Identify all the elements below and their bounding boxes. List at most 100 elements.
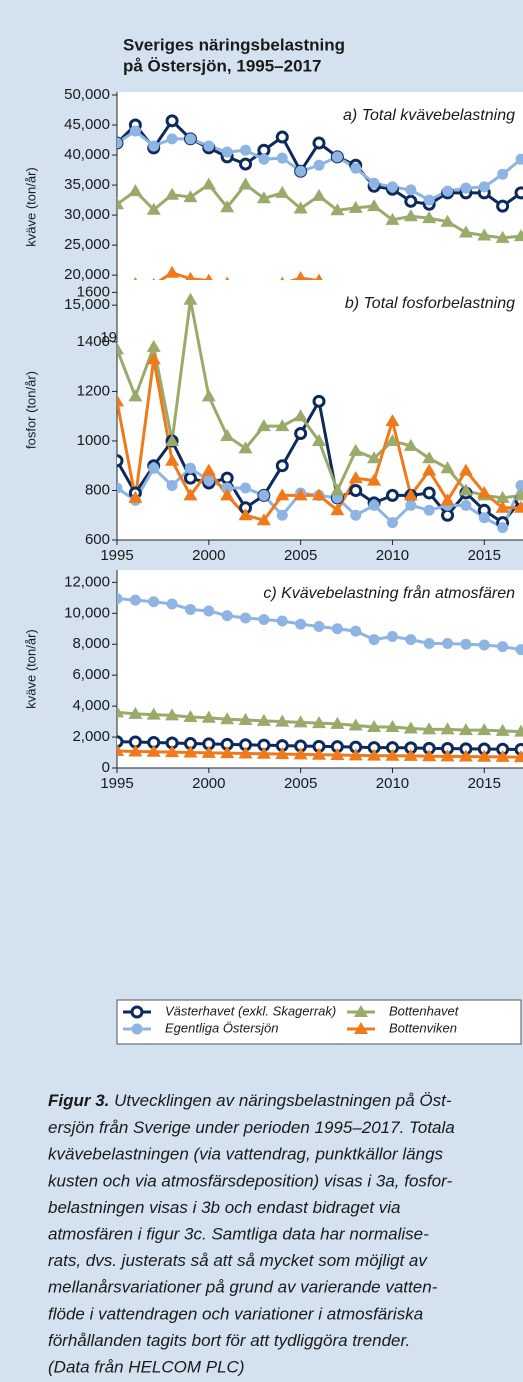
marker xyxy=(478,181,490,193)
marker xyxy=(256,513,271,526)
marker xyxy=(312,433,326,446)
marker xyxy=(477,749,492,762)
marker xyxy=(239,157,253,171)
marker xyxy=(496,199,510,213)
marker xyxy=(367,748,382,761)
marker xyxy=(146,202,161,215)
marker xyxy=(368,499,380,511)
marker xyxy=(495,723,510,736)
marker xyxy=(165,708,180,721)
marker xyxy=(258,614,270,625)
marker xyxy=(330,748,345,761)
marker xyxy=(354,1022,368,1034)
marker xyxy=(514,229,523,242)
legend-label: Västerhavet (exkl. Skagerrak) xyxy=(165,1003,336,1018)
marker xyxy=(350,625,362,637)
marker xyxy=(515,644,523,656)
marker xyxy=(293,715,308,728)
marker xyxy=(458,463,473,476)
marker xyxy=(458,723,473,736)
marker xyxy=(497,522,509,534)
legend-label: Bottenviken xyxy=(389,1020,457,1035)
marker xyxy=(514,186,523,200)
marker xyxy=(514,500,523,513)
y-tick-label: 4,000 xyxy=(72,697,110,714)
marker xyxy=(495,230,510,243)
y-tick-label: 1400 xyxy=(77,333,110,350)
x-tick-label: 1995 xyxy=(100,775,133,792)
marker xyxy=(331,151,343,163)
marker xyxy=(117,197,124,210)
marker xyxy=(220,200,235,213)
marker xyxy=(422,486,436,500)
marker xyxy=(312,136,326,150)
marker xyxy=(350,162,362,174)
marker xyxy=(240,144,252,156)
marker xyxy=(146,352,161,365)
marker xyxy=(312,394,326,408)
marker xyxy=(183,745,198,758)
marker xyxy=(148,462,160,474)
marker xyxy=(293,201,308,214)
marker xyxy=(148,596,160,608)
marker xyxy=(403,721,418,734)
marker xyxy=(348,748,363,761)
marker xyxy=(146,707,161,720)
caption-line: mellanårsvariationer på grund av variera… xyxy=(48,1278,438,1297)
marker xyxy=(330,716,345,729)
marker xyxy=(423,637,435,649)
marker xyxy=(146,339,161,352)
annotation: a) Total kvävebelastning xyxy=(343,107,515,124)
marker xyxy=(423,194,435,206)
marker xyxy=(128,706,143,719)
marker xyxy=(404,194,418,208)
y-tick-label: 40,000 xyxy=(64,146,110,163)
y-tick-label: 10,000 xyxy=(64,604,110,621)
marker xyxy=(367,720,382,733)
marker xyxy=(117,593,123,605)
marker xyxy=(293,488,308,501)
marker xyxy=(514,724,523,737)
marker xyxy=(385,433,400,446)
marker xyxy=(146,744,161,757)
marker xyxy=(165,187,180,200)
marker xyxy=(184,603,196,615)
marker xyxy=(515,480,523,492)
marker xyxy=(514,488,523,501)
marker xyxy=(183,190,198,203)
caption-line: (Data från HELCOM PLC) xyxy=(48,1357,245,1376)
marker xyxy=(422,211,437,224)
marker xyxy=(422,451,437,464)
marker xyxy=(148,140,160,152)
marker xyxy=(495,500,510,513)
marker xyxy=(330,483,345,496)
marker xyxy=(349,483,363,497)
marker xyxy=(256,746,271,759)
caption-line: flöde i vattendragen och variationer i a… xyxy=(48,1304,423,1323)
marker xyxy=(405,499,417,511)
marker xyxy=(220,746,235,759)
y-tick-label: 20,000 xyxy=(64,266,110,283)
marker xyxy=(330,203,345,216)
y-axis-label: kväve (ton/år) xyxy=(23,167,38,246)
y-tick-label: 800 xyxy=(85,481,110,498)
x-tick-label: 2015 xyxy=(468,775,501,792)
x-tick-label: 2015 xyxy=(468,547,501,564)
marker xyxy=(165,265,180,278)
marker xyxy=(275,488,290,501)
marker xyxy=(117,342,124,355)
marker xyxy=(477,485,492,498)
marker xyxy=(458,749,473,762)
marker xyxy=(348,718,363,731)
marker xyxy=(117,454,124,468)
marker xyxy=(183,471,197,485)
caption-line: kusten och via atmosfärsdeposition) visa… xyxy=(48,1171,452,1190)
marker xyxy=(497,168,509,180)
marker xyxy=(497,641,509,653)
x-tick-label: 2005 xyxy=(284,775,317,792)
marker xyxy=(350,509,362,521)
marker xyxy=(386,631,398,643)
marker xyxy=(117,394,124,407)
y-tick-label: 25,000 xyxy=(64,236,110,253)
series-group xyxy=(117,593,523,763)
